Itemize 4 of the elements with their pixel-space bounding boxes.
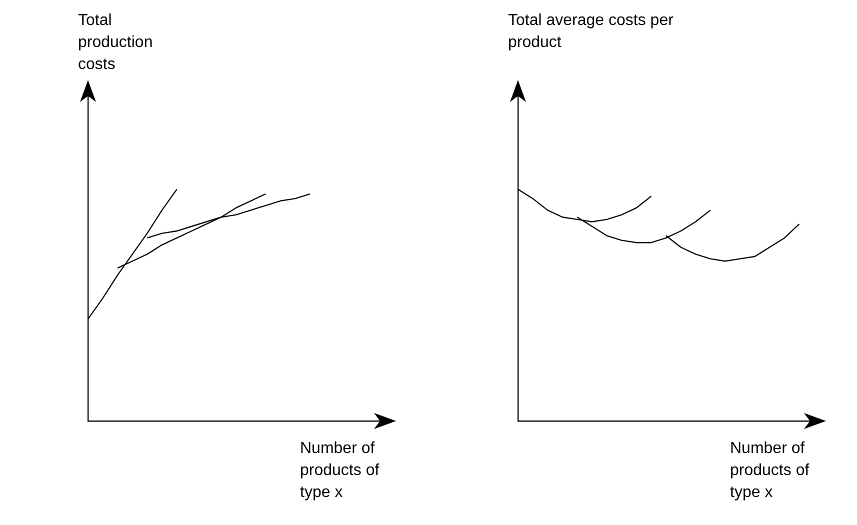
x-axis-title: Number of products of type x: [300, 439, 380, 503]
x-axis-title: Number of products of type x: [730, 439, 810, 503]
y-axis-title: Total production costs: [78, 11, 154, 75]
y-axis-title: Total average costs per product: [508, 11, 674, 53]
